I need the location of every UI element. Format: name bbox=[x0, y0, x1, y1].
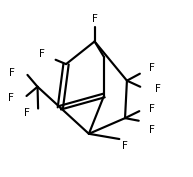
Text: F: F bbox=[122, 141, 128, 151]
Text: F: F bbox=[24, 108, 30, 118]
Text: F: F bbox=[149, 104, 155, 114]
Text: F: F bbox=[8, 93, 14, 103]
Text: F: F bbox=[39, 49, 45, 59]
Text: F: F bbox=[149, 125, 155, 135]
Text: F: F bbox=[155, 84, 161, 93]
Text: F: F bbox=[149, 64, 155, 73]
Text: F: F bbox=[92, 14, 97, 24]
Text: F: F bbox=[9, 68, 15, 78]
